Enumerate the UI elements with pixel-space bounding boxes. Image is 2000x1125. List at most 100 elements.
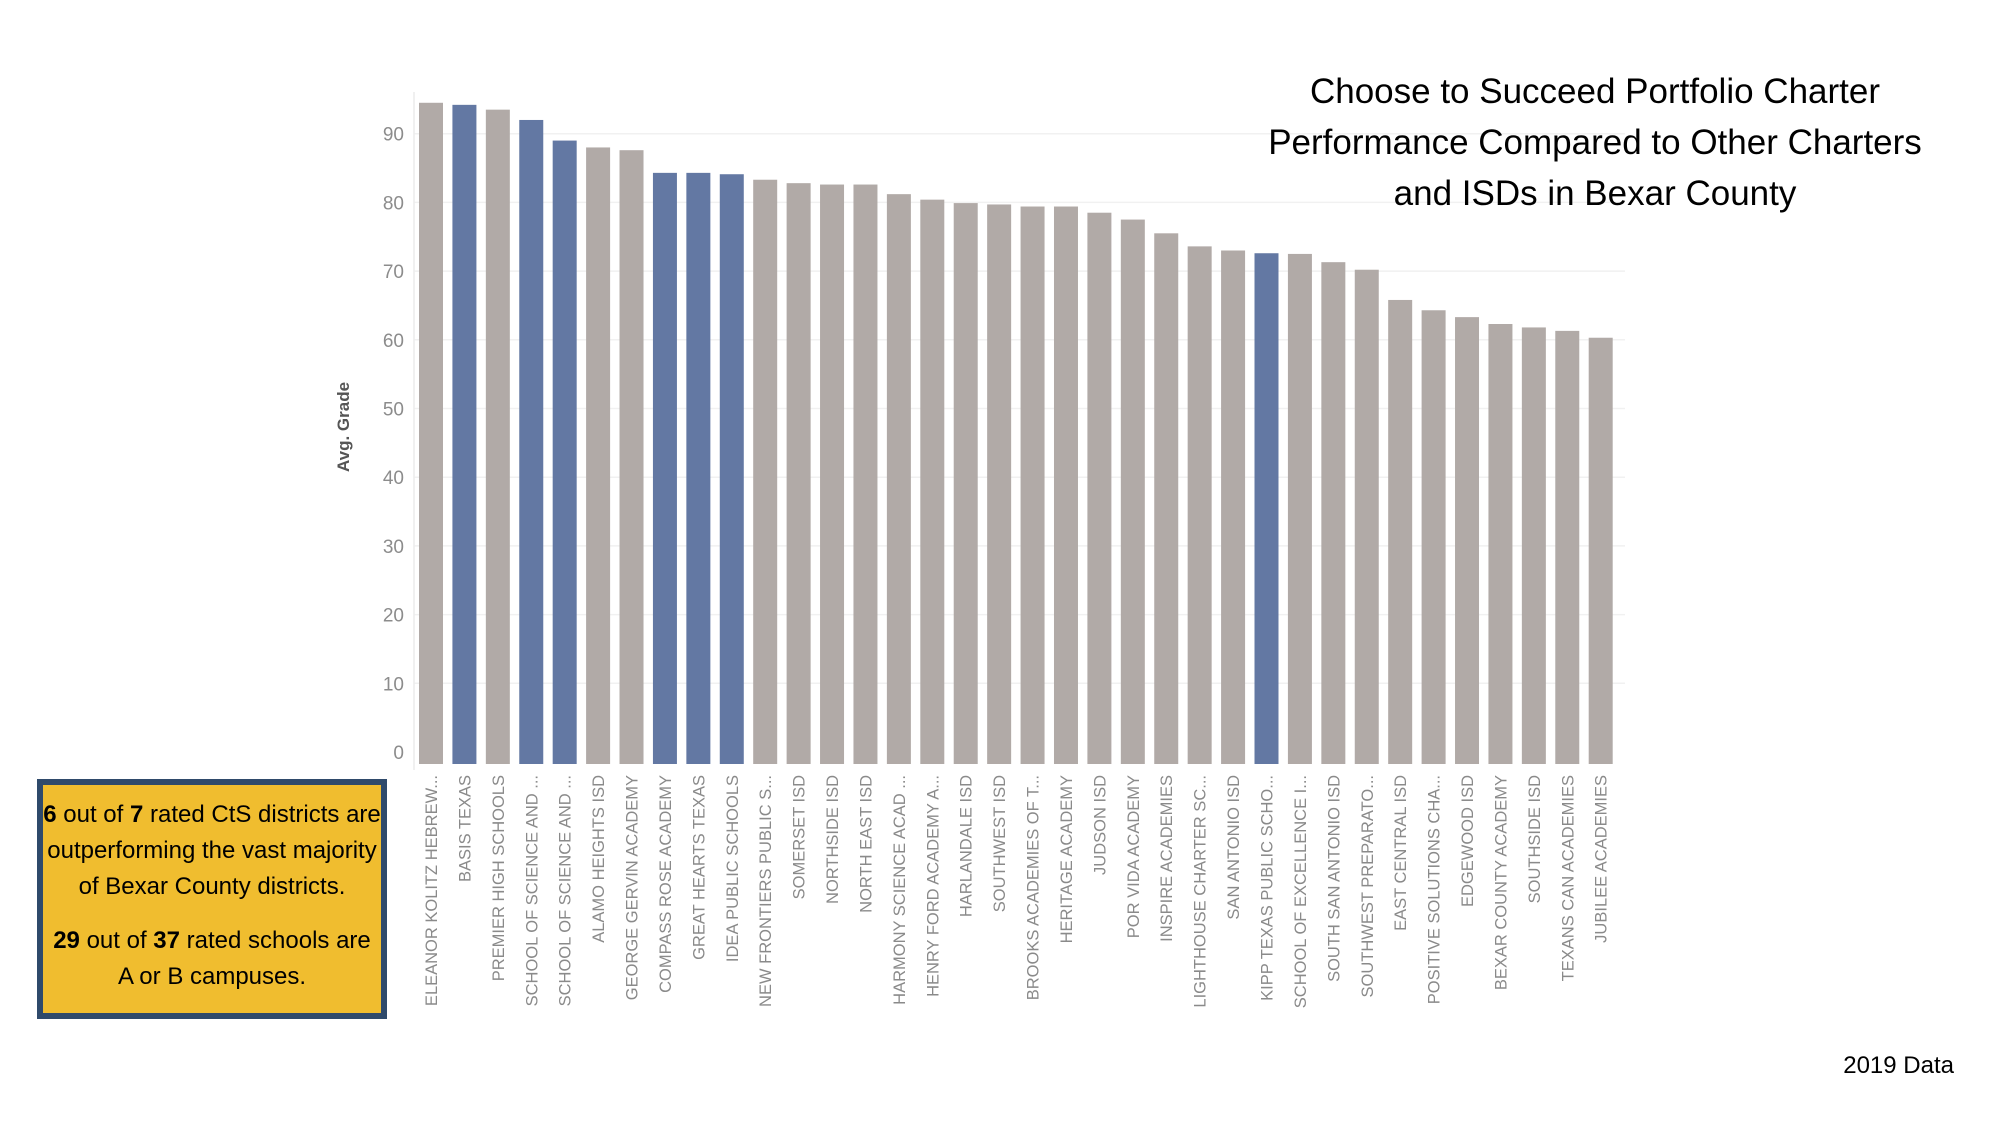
bar	[1053, 206, 1078, 765]
chart-title: Choose to Succeed Portfolio Charter Perf…	[1210, 66, 1980, 219]
bar	[987, 204, 1012, 764]
x-category-label: HENRY FORD ACADEMY A...	[924, 775, 942, 997]
callout-text: rated CtS districts are outperforming th…	[47, 801, 381, 900]
bar	[519, 119, 544, 764]
y-tick-label: 0	[393, 743, 404, 764]
x-category-label: SOMERSET ISD	[791, 775, 809, 899]
bar	[419, 102, 443, 764]
x-category-label: SOUTHWEST PREPARATO...	[1359, 775, 1377, 997]
x-category-label: POSITIVE SOLUTIONS CHA...	[1426, 775, 1444, 1004]
x-category-label: SOUTHWEST ISD	[991, 775, 1009, 912]
y-tick-label: 30	[383, 537, 404, 558]
chart-title-line-1: Choose to Succeed Portfolio Charter	[1309, 72, 1881, 111]
x-category-label: POR VIDA ACADEMY	[1125, 775, 1143, 938]
y-tick-label: 90	[383, 125, 404, 146]
callout-number: 37	[153, 927, 180, 954]
bar	[1455, 317, 1480, 764]
bar	[1254, 253, 1279, 764]
y-tick-label: 70	[383, 262, 404, 283]
x-category-label: EDGEWOOD ISD	[1459, 775, 1477, 907]
x-category-label: SAN ANTONIO ISD	[1225, 775, 1243, 920]
chart-title-line-3: and ISDs in Bexar County	[1393, 174, 1797, 213]
bar	[1221, 250, 1246, 765]
x-category-label: GEORGE GERVIN ACADEMY	[624, 775, 642, 1000]
bar	[485, 109, 510, 764]
x-category-label: EAST CENTRAL ISD	[1392, 775, 1410, 931]
y-tick-label: 80	[383, 193, 404, 214]
bar	[1388, 299, 1413, 764]
x-category-label: PREMIER HIGH SCHOOLS	[490, 775, 508, 981]
bar	[953, 203, 978, 764]
x-category-label: JUBILEE ACADEMIES	[1593, 775, 1611, 943]
x-category-label: KIPP TEXAS PUBLIC SCHO...	[1259, 775, 1277, 1001]
bar	[1588, 337, 1613, 764]
callout-text: out of	[79, 927, 154, 954]
bar	[719, 174, 744, 764]
callout-number: 7	[129, 801, 144, 828]
y-axis-title: Avg. Grade	[334, 382, 353, 472]
x-category-label: SOUTH SAN ANTONIO ISD	[1325, 775, 1343, 982]
bar	[753, 179, 778, 764]
x-category-label: SOUTHSIDE ISD	[1526, 775, 1544, 903]
callout-text: out of	[56, 801, 130, 828]
y-tick-label: 20	[383, 606, 404, 627]
x-category-label: BASIS TEXAS	[456, 775, 474, 882]
bar	[820, 184, 845, 765]
category-labels: ELEANOR KOLITZ HEBREW... BASIS TEXAS PREMI…	[423, 775, 1611, 1008]
gridlines	[414, 132, 1625, 685]
callout-box: 6 out of 7 rated CtS districts are outpe…	[37, 779, 387, 1019]
bar	[1421, 310, 1446, 764]
callout-number: 6	[43, 801, 57, 828]
x-category-label: COMPASS ROSE ACADEMY	[657, 775, 675, 993]
y-tick-label: 40	[383, 468, 404, 489]
x-category-label: GREAT HEARTS TEXAS	[690, 775, 708, 960]
bar	[886, 194, 911, 764]
x-category-label: BEXAR COUNTY ACADEMY	[1492, 775, 1510, 990]
x-category-label: LIGHTHOUSE CHARTER SC...	[1192, 775, 1210, 1008]
x-category-label: TEXANS CAN ACADEMIES	[1559, 775, 1577, 981]
bar	[1555, 330, 1580, 764]
y-tick-label: 50	[383, 400, 404, 421]
callout-paragraph-2: 29 out of 37 rated schools are A or B ca…	[43, 923, 381, 995]
bar	[652, 172, 677, 764]
bar	[552, 140, 577, 764]
bar	[452, 104, 477, 764]
x-category-label: SCHOOL OF SCIENCE AND ...	[523, 775, 541, 1006]
bar	[1120, 219, 1145, 764]
bar	[1354, 269, 1379, 764]
x-category-label: ALAMO HEIGHTS ISD	[590, 775, 608, 943]
bar	[586, 147, 611, 764]
callout-paragraph-1: 6 out of 7 rated CtS districts are outpe…	[43, 797, 381, 905]
y-tick-label: 60	[383, 331, 404, 352]
bar	[1521, 327, 1546, 764]
bar	[786, 183, 811, 764]
x-category-label: IDEA PUBLIC SCHOOLS	[724, 775, 742, 962]
x-category-label: HARLANDALE ISD	[958, 775, 976, 917]
bar	[853, 184, 878, 765]
bar	[920, 199, 945, 765]
bar	[1488, 323, 1513, 764]
y-tick-label: 10	[383, 674, 404, 695]
bar	[619, 150, 644, 765]
x-category-label: HARMONY SCIENCE ACAD ...	[891, 775, 909, 1005]
x-category-label: JUDSON ISD	[1091, 775, 1109, 875]
x-category-label: INSPIRE ACADEMIES	[1158, 775, 1176, 942]
bar	[1020, 206, 1045, 765]
bars	[419, 102, 1613, 765]
x-category-label: SCHOOL OF EXCELLENCE I...	[1292, 775, 1310, 1008]
x-category-label: BROOKS ACADEMIES OF T...	[1025, 775, 1043, 1000]
y-axis-ticks: 0 10 20 30 40 50 60 70 80 90	[383, 125, 404, 764]
bar	[1087, 212, 1112, 764]
x-category-label: NEW FRONTIERS PUBLIC S...	[757, 775, 775, 1007]
callout-text: rated schools are A or B campuses.	[117, 927, 371, 990]
callout-spacer	[43, 905, 381, 923]
bar	[1321, 262, 1346, 764]
bar	[1187, 246, 1212, 765]
x-category-label: NORTH EAST ISD	[857, 775, 875, 913]
bar	[686, 172, 711, 764]
data-year-note: 2019 Data	[1843, 1052, 1954, 1079]
bar	[1287, 253, 1312, 765]
x-category-label: ELEANOR KOLITZ HEBREW...	[423, 775, 441, 1006]
x-category-label: SCHOOL OF SCIENCE AND ...	[557, 775, 575, 1006]
